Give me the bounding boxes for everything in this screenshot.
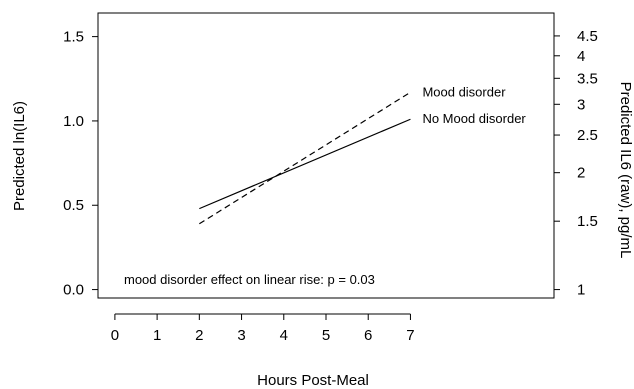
series-line xyxy=(199,118,411,210)
annotation-text: mood disorder effect on linear rise: p =… xyxy=(124,272,375,287)
y-tick-label: 0.0 xyxy=(63,282,84,299)
y2-axis: 1 1.5 2 2.5 3 3.5 4 4.5 xyxy=(554,28,598,299)
series-lines xyxy=(199,91,411,225)
y2-tick-label: 3 xyxy=(577,96,585,113)
y-tick-label: 1.5 xyxy=(63,29,84,46)
y2-tick-label: 1.5 xyxy=(577,213,598,230)
y2-tick-label: 3.5 xyxy=(577,70,598,87)
y2-tick-label: 4.5 xyxy=(577,28,598,45)
x-tick-label: 7 xyxy=(406,327,414,344)
plot-frame xyxy=(97,12,555,299)
y2-tick-label: 1 xyxy=(577,282,585,299)
y2-tick-label: 4 xyxy=(577,48,585,65)
x-axis: 0 1 2 3 4 5 6 7 xyxy=(111,313,415,344)
series-label-mood-disorder: Mood disorder xyxy=(422,84,506,99)
x-tick-label: 4 xyxy=(280,327,288,344)
x-tick-label: 5 xyxy=(322,327,330,344)
x-tick-label: 1 xyxy=(153,327,161,344)
x-tick-label: 0 xyxy=(111,327,119,344)
y-tick-label: 1.0 xyxy=(63,113,84,130)
x-tick-label: 3 xyxy=(237,327,245,344)
x-axis-label: Hours Post-Meal xyxy=(257,372,369,389)
series-line xyxy=(199,91,411,225)
y-tick-label: 0.5 xyxy=(63,197,84,214)
y2-axis-label: Predicted IL6 (raw), pg/mL xyxy=(617,82,634,259)
y-axis: 0.0 0.5 1.0 1.5 xyxy=(63,29,98,299)
y2-tick-label: 2.5 xyxy=(577,127,598,144)
y-axis-label: Predicted ln(IL6) xyxy=(11,101,28,211)
series-label-no-mood-disorder: No Mood disorder xyxy=(422,111,526,126)
x-tick-label: 2 xyxy=(195,327,203,344)
x-tick-label: 6 xyxy=(364,327,372,344)
y2-tick-label: 2 xyxy=(577,165,585,182)
